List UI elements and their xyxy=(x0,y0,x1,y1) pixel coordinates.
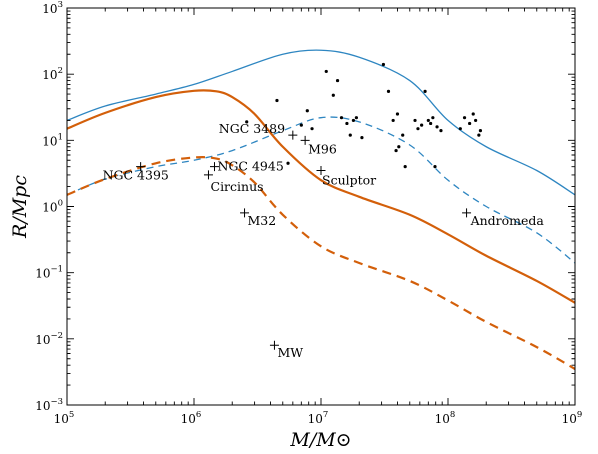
x-tick-label: 106 xyxy=(181,410,202,426)
object-marker xyxy=(288,130,298,140)
object-label: NGC 4945 xyxy=(218,159,284,174)
galaxy-dot xyxy=(478,129,483,133)
object-marker xyxy=(136,162,146,172)
y-axis-title: R/Mpc xyxy=(9,175,31,239)
galaxy-dot xyxy=(275,98,279,103)
galaxy-dot xyxy=(435,125,439,129)
ticks-layer: 105 106 107 108 109 10−3 10−2 10−1 100 101 102 103 xyxy=(35,0,582,426)
y-tick-label: 10−3 xyxy=(35,397,63,413)
points-layer xyxy=(136,62,483,350)
curves-layer xyxy=(67,49,575,370)
galaxy-dot xyxy=(426,118,430,123)
galaxy-dot xyxy=(305,109,309,113)
galaxy-dot xyxy=(348,133,352,137)
y-tick-label: 103 xyxy=(42,0,63,16)
galaxy-dot xyxy=(413,118,417,123)
galaxy-dot xyxy=(439,129,443,133)
object-label: NGC 4395 xyxy=(103,168,169,183)
galaxy-dot xyxy=(394,148,398,153)
galaxy-dot xyxy=(458,127,462,131)
object-marker xyxy=(203,170,213,180)
x-tick-label: 107 xyxy=(308,410,329,426)
galaxy-dot xyxy=(391,118,395,123)
y-tick-label: 10−1 xyxy=(35,265,63,281)
galaxy-dot xyxy=(381,62,385,67)
galaxy-dot xyxy=(420,123,424,127)
galaxy-dot xyxy=(397,145,401,149)
x-tick-label: 109 xyxy=(562,410,583,426)
series-line-2 xyxy=(67,116,575,264)
object-label: MW xyxy=(278,345,304,360)
object-marker xyxy=(240,208,250,218)
galaxy-dot xyxy=(345,121,349,126)
galaxy-dot xyxy=(339,116,344,120)
object-label: Circinus xyxy=(211,179,264,194)
object-label: M32 xyxy=(248,213,277,228)
galaxy-dot xyxy=(471,112,475,116)
galaxy-dot xyxy=(286,161,290,165)
object-marker xyxy=(300,135,310,145)
y-tick-label: 100 xyxy=(42,199,63,215)
y-tick-label: 10−2 xyxy=(35,331,63,347)
object-marker xyxy=(462,208,472,218)
plot-frame xyxy=(66,7,576,406)
galaxy-dot xyxy=(324,69,328,74)
tick-marks xyxy=(66,7,575,406)
labels-layer: NGC 4395 Circinus NGC 4945 NGC 3489 M96 Sculp… xyxy=(103,121,545,360)
galaxy-dot xyxy=(351,118,356,123)
galaxy-dot xyxy=(401,133,405,137)
series-line-3 xyxy=(67,89,575,304)
galaxy-dot xyxy=(386,89,391,93)
x-tick-label: 105 xyxy=(54,410,75,426)
galaxy-dot xyxy=(360,135,364,140)
x-tick-label: 108 xyxy=(435,410,456,426)
galaxy-dot xyxy=(310,127,314,131)
object-label: M96 xyxy=(308,141,337,156)
galaxy-dot xyxy=(335,78,340,83)
galaxy-dot xyxy=(468,121,472,126)
galaxy-dot xyxy=(354,116,358,120)
galaxy-dot xyxy=(433,165,437,169)
object-marker xyxy=(209,162,219,172)
galaxy-dot xyxy=(477,133,481,137)
object-label: Andromeda xyxy=(470,213,545,228)
series-line-4 xyxy=(67,156,575,370)
object-label: Sculptor xyxy=(322,173,376,188)
object-marker xyxy=(269,340,279,350)
galaxy-dot xyxy=(429,121,433,126)
galaxy-dot xyxy=(331,93,335,97)
galaxy-dot xyxy=(416,127,420,131)
object-label: NGC 3489 xyxy=(219,121,285,136)
galaxy-dot xyxy=(431,116,435,120)
galaxy-dot xyxy=(245,120,249,124)
galaxy-dot xyxy=(403,165,407,169)
y-tick-label: 102 xyxy=(42,66,63,82)
series-line-1 xyxy=(67,49,575,196)
y-tick-label: 101 xyxy=(42,132,63,148)
object-marker xyxy=(316,166,326,176)
galaxy-dot xyxy=(299,123,303,127)
galaxy-dot xyxy=(462,116,467,120)
x-axis-title: M/M⊙ xyxy=(289,429,351,451)
galaxy-dot xyxy=(395,112,400,116)
galaxy-dot xyxy=(474,118,478,123)
galaxy-dot xyxy=(423,89,427,93)
